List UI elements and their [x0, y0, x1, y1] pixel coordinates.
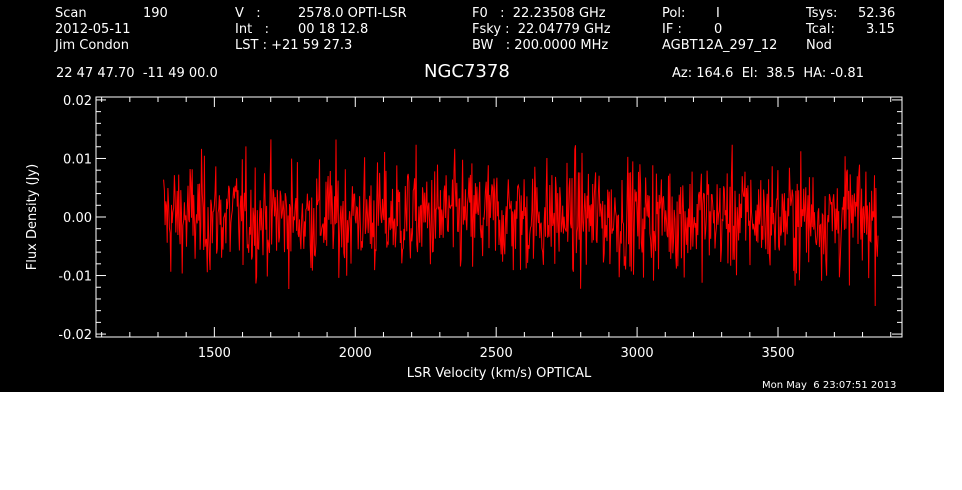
x-tick-label: 3000: [621, 346, 654, 361]
y-tick-label: 0.02: [63, 94, 92, 109]
date-text: 2012-05-11: [55, 22, 131, 37]
mode-text: Nod: [806, 38, 832, 53]
coordinates-text: 22 47 47.70 -11 49 00.0: [56, 66, 218, 81]
if-label: IF :: [662, 22, 682, 37]
timestamp-text: Mon May 6 23:07:51 2013: [762, 380, 897, 391]
f0-text: F0 : 22.23508 GHz: [472, 6, 606, 21]
velocity-label: V :: [235, 6, 261, 21]
spectrum-chart: 1500 2000 2500 3000 3500 -0.02 -0.01 0.00 0.01 0.…: [25, 94, 903, 381]
axis-ticks-group: 1500 2000 2500 3000 3500 -0.02 -0.01 0.00 0.01 0.…: [58, 94, 902, 361]
pol-label: Pol:: [662, 6, 686, 21]
pol-value: I: [716, 6, 720, 21]
spectrum-series-line: [163, 139, 879, 307]
tcal-value: 3.15: [866, 22, 895, 37]
tsys-label: Tsys:: [806, 6, 838, 21]
x-tick-label: 2500: [480, 346, 513, 361]
observer-text: Jim Condon: [55, 38, 129, 53]
y-tick-label: -0.01: [58, 270, 92, 285]
project-text: AGBT12A_297_12: [662, 38, 778, 53]
az-el-ha-text: Az: 164.6 El: 38.5 HA: -0.81: [672, 66, 864, 81]
tsys-value: 52.36: [858, 6, 896, 21]
velocity-value: 2578.0 OPTI-LSR: [298, 6, 407, 21]
x-axis-label: LSR Velocity (km/s) OPTICAL: [407, 366, 592, 381]
scan-label: Scan: [55, 6, 87, 21]
x-tick-label: 3500: [761, 346, 794, 361]
y-tick-label: 0.01: [63, 152, 92, 167]
if-value: 0: [714, 22, 723, 37]
int-value: 00 18 12.8: [298, 22, 369, 37]
tcal-label: Tcal:: [806, 22, 835, 37]
plot-panel: Scan 190 2012-05-11 Jim Condon V : 2578.…: [0, 0, 944, 392]
scan-value: 190: [143, 6, 168, 21]
y-tick-label: -0.02: [58, 328, 92, 343]
y-axis-label: Flux Density (Jy): [25, 164, 40, 270]
int-label: Int :: [235, 22, 269, 37]
spectrum-trace-group: [163, 139, 879, 307]
fsky-text: Fsky : 22.04779 GHz: [472, 22, 611, 37]
y-tick-label: 0.00: [63, 211, 92, 226]
x-tick-label: 1500: [198, 346, 231, 361]
bandwidth-text: BW : 200.0000 MHz: [472, 38, 609, 53]
lst-text: LST : +21 59 27.3: [235, 38, 353, 53]
source-title: NGC7378: [424, 61, 510, 82]
x-tick-label: 2000: [339, 346, 372, 361]
